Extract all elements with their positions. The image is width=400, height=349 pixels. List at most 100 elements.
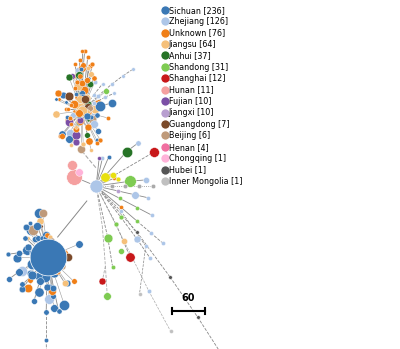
Point [90,75,97,81]
Point [102,174,109,180]
Point [50,285,57,291]
Point [66,117,72,122]
Point [88,147,94,153]
Point [70,112,76,118]
Point [88,114,95,120]
Point [18,268,25,274]
Point [134,229,140,235]
Point [48,254,55,259]
Point [104,235,111,240]
Point [93,183,99,189]
Point [86,139,92,144]
Point [29,273,35,278]
Point [79,108,85,114]
Point [31,298,37,304]
Point [95,128,102,134]
Point [160,240,166,246]
Point [94,112,100,118]
Point [80,108,86,113]
Point [53,97,59,102]
Point [50,263,57,268]
Point [43,232,49,238]
Point [85,66,92,71]
Point [72,86,78,91]
Point [30,227,36,233]
Point [42,274,48,280]
Point [37,248,44,253]
Point [28,261,35,267]
Point [167,328,174,334]
Point [71,135,77,140]
Point [92,79,98,84]
Point [149,213,155,218]
Point [5,251,12,257]
Point [13,255,20,261]
Point [41,235,48,241]
Point [68,102,74,107]
Point [35,235,42,241]
Point [65,106,72,112]
Point [127,178,133,184]
Point [76,110,82,116]
Point [63,106,70,111]
Point [46,284,52,290]
Point [111,176,117,181]
Point [99,155,106,161]
Point [80,110,87,116]
Point [71,108,78,114]
Point [102,94,108,100]
Point [62,280,68,285]
Point [56,96,62,102]
Point [74,109,80,115]
Point [60,92,66,98]
Point [83,110,90,115]
Point [90,121,97,127]
Point [71,279,77,284]
Point [89,61,96,67]
Point [86,75,92,80]
Point [43,272,50,278]
Point [53,111,60,117]
Point [75,68,82,73]
Point [95,93,101,99]
Point [34,248,41,253]
Point [146,288,152,294]
Point [16,269,22,275]
Point [103,88,110,94]
Point [91,100,98,105]
Point [36,218,43,224]
Point [142,243,149,249]
Point [83,96,90,101]
Point [86,105,93,111]
Point [66,130,73,135]
Point [66,119,72,125]
Point [27,220,33,226]
Point [135,140,141,146]
Point [16,250,23,255]
Point [79,48,85,54]
Point [38,235,45,241]
Point [84,108,90,114]
Point [60,255,66,261]
Point [59,132,66,137]
Point [76,169,82,175]
Point [167,274,173,280]
Point [105,155,112,160]
Point [35,273,41,279]
Point [85,118,92,123]
Point [81,99,88,105]
Point [80,64,86,69]
Point [40,211,46,216]
Point [76,72,82,78]
Point [26,270,33,276]
Point [80,141,86,146]
Point [54,268,60,273]
Point [85,110,91,116]
Point [79,80,86,86]
Point [108,81,115,87]
Point [51,270,57,276]
Point [84,104,91,109]
Point [148,230,154,236]
Point [89,114,96,119]
Point [74,95,81,100]
